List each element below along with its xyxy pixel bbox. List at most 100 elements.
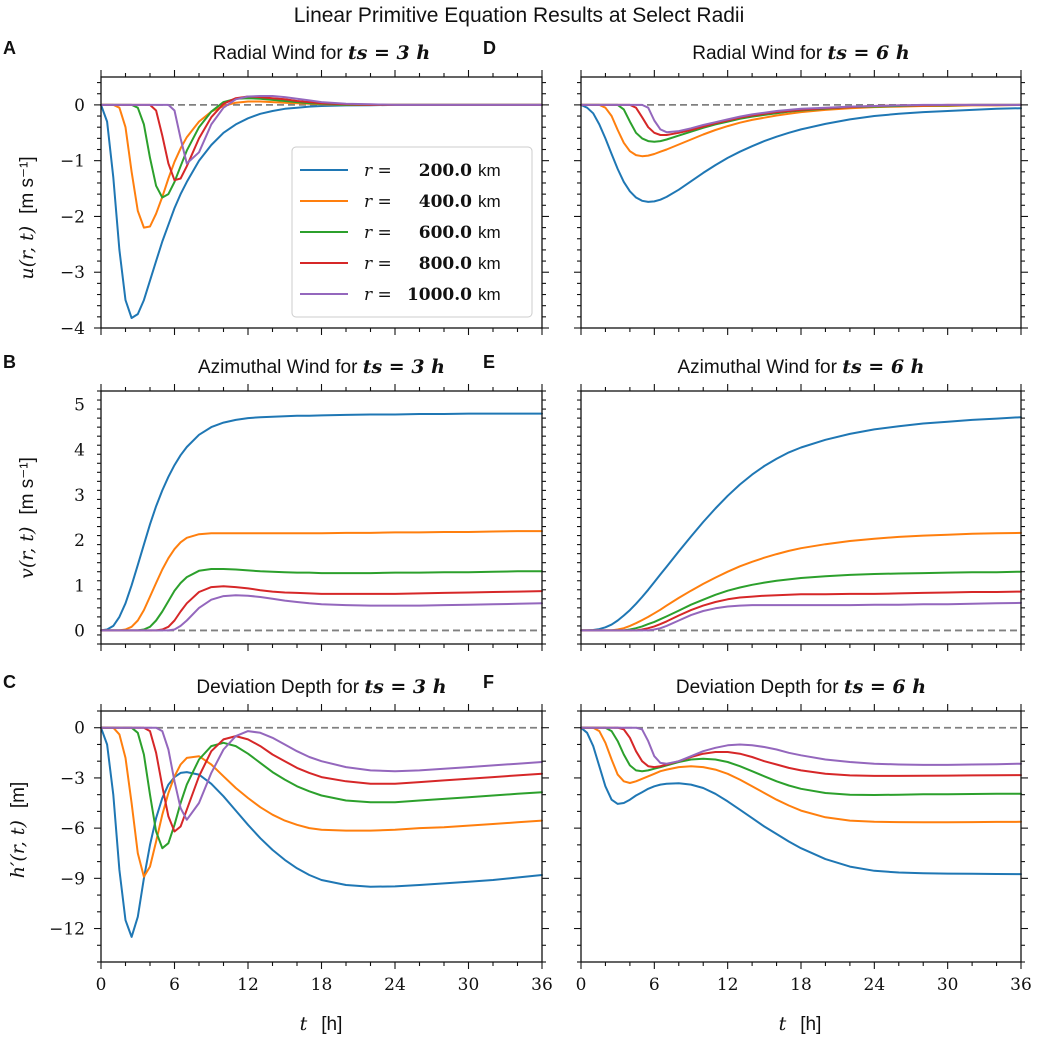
legend-label-value: 800.0: [419, 254, 472, 274]
y-tick-label: −6: [60, 819, 85, 839]
y-tick-label: 5: [74, 396, 85, 416]
x-tick-label: 0: [96, 975, 107, 995]
series-line-r200: r = 200.0 km: [100, 412, 543, 632]
panel-d: D Radial Wind for ts = 6 h r = 200.0 kmr =…: [483, 38, 1028, 335]
axes-frame: [580, 710, 1022, 963]
panel-c: C Deviation Depth for ts = 3 h r = 200.0 k…: [3, 672, 553, 995]
series-line-r400: r = 400.0 km: [580, 531, 1022, 632]
legend-label-prefix: r =: [364, 285, 392, 305]
y-tick-label: −9: [60, 869, 85, 889]
series-line-r1000: r = 1000.0 km: [100, 95, 543, 165]
y-tick-label: 3: [74, 486, 85, 506]
y-axis-label-row-1: u(r, t) [m s⁻¹]: [16, 156, 38, 279]
legend: r = 200.0 km r = 400.0 km r = 600.0 km r = 800.0 km…: [291, 146, 533, 318]
axes-frame: [100, 390, 543, 645]
legend-label-value: 200.0: [419, 161, 472, 181]
x-tick-label: 0: [576, 975, 587, 995]
x-tick-label: 12: [237, 975, 259, 995]
series-line-r1000: r = 1000.0 km: [580, 726, 1022, 766]
legend-label-unit: km: [478, 285, 501, 304]
x-tick-label: 30: [937, 975, 959, 995]
series-line-r600: r = 600.0 km: [580, 570, 1022, 632]
panel-letter: A: [3, 38, 16, 58]
panel-title: Azimuthal Wind for ts = 6 h: [677, 356, 924, 378]
series-line-r800: r = 800.0 km: [100, 585, 543, 632]
panel-letter: D: [483, 38, 496, 58]
x-tick-label: 36: [1010, 975, 1032, 995]
svg-text:h′(r, t)[m]: h′(r, t) [m]: [7, 782, 29, 878]
panel-letter: B: [3, 352, 16, 372]
y-tick-label: 0: [74, 621, 85, 641]
series-line-r1000: r = 1000.0 km: [580, 103, 1022, 134]
y-axis-label-unit: [m s⁻¹]: [17, 457, 38, 515]
series-line-r200: r = 200.0 km: [580, 726, 1022, 876]
series-line-r200: r = 200.0 km: [580, 416, 1022, 632]
series-line-r600: r = 600.0 km: [100, 568, 543, 632]
x-tick-label: 18: [790, 975, 812, 995]
series-line-r600: r = 600.0 km: [580, 726, 1022, 796]
series-line-r1000: r = 1000.0 km: [100, 726, 543, 821]
series-line-r800: r = 800.0 km: [580, 726, 1022, 777]
panel-title: Radial Wind for ts = 3 h: [213, 42, 430, 64]
panel-title: Radial Wind for ts = 6 h: [692, 42, 909, 64]
x-axis-label-right: t [h]: [779, 1013, 822, 1035]
series-line-r1000: r = 1000.0 km: [580, 601, 1022, 632]
x-tick-label: 18: [311, 975, 333, 995]
series-line-r1000: r = 1000.0 km: [100, 594, 543, 632]
x-tick-label: 24: [864, 975, 886, 995]
y-tick-label: −1: [60, 152, 85, 172]
legend-label-prefix: r =: [364, 254, 392, 274]
series-line-r400: r = 400.0 km: [100, 530, 543, 632]
y-tick-label: −12: [49, 920, 85, 940]
figure-title: Linear Primitive Equation Results at Sel…: [294, 4, 745, 27]
legend-label-value: 600.0: [419, 223, 472, 243]
panel-letter: E: [483, 352, 495, 372]
legend-label-unit: km: [478, 254, 501, 273]
legend-label-value: 400.0: [419, 192, 472, 212]
y-tick-label: 0: [74, 96, 85, 116]
svg-text:u(r, t)[m s⁻¹]: u(r, t) [m s⁻¹]: [16, 156, 38, 279]
series-line-r200: r = 200.0 km: [580, 103, 1022, 203]
series-line-r400: r = 400.0 km: [580, 726, 1022, 824]
y-tick-label: 0: [74, 719, 85, 739]
legend-label-prefix: r =: [364, 192, 392, 212]
legend-label-unit: km: [478, 223, 501, 242]
y-axis-label-row-3: h′(r, t) [m]: [7, 782, 29, 878]
panel-a: A Radial Wind for ts = 3 hr = 200.0 kmr =…: [3, 38, 549, 339]
panel-letter: C: [3, 672, 16, 692]
x-tick-label: 6: [649, 975, 660, 995]
y-axis-label-math: u(r, t): [16, 226, 38, 280]
panel-e: E Azimuthal Wind for ts = 6 h r = 200.0 km…: [483, 352, 1025, 651]
panel-title: Azimuthal Wind for ts = 3 h: [198, 356, 445, 378]
x-tick-label: 30: [458, 975, 480, 995]
y-axis-label-unit: [m]: [8, 782, 29, 808]
x-tick-label: 24: [384, 975, 406, 995]
y-axis-label-math: h′(r, t): [7, 820, 29, 878]
legend-entry: r = 1000.0 km: [300, 285, 501, 305]
legend-label-value: 1000.0: [407, 285, 472, 305]
y-tick-label: −2: [60, 207, 85, 227]
legend-label-unit: km: [478, 161, 501, 180]
x-tick-label: 6: [169, 975, 180, 995]
panel-title: Deviation Depth for ts = 3 h: [196, 676, 446, 698]
y-tick-label: −3: [60, 769, 85, 789]
legend-label-prefix: r =: [364, 223, 392, 243]
y-axis-label-math: v(r, t): [16, 527, 38, 579]
panel-letter: F: [483, 672, 494, 692]
y-axis-label-unit: [m s⁻¹]: [17, 156, 38, 214]
series-line-r400: r = 400.0 km: [100, 726, 543, 878]
legend-label-prefix: r =: [364, 161, 392, 181]
x-tick-label: 12: [717, 975, 739, 995]
series-line-r600: r = 600.0 km: [100, 726, 543, 850]
y-tick-label: 1: [74, 576, 85, 596]
y-tick-label: 2: [74, 531, 85, 551]
svg-text:v(r, t)[m s⁻¹]: v(r, t) [m s⁻¹]: [16, 457, 38, 579]
legend-entry: r = 400.0 km: [300, 192, 501, 212]
legend-entry: r = 800.0 km: [300, 254, 501, 274]
legend-entry: r = 600.0 km: [300, 223, 501, 243]
panel-b: B Azimuthal Wind for ts = 3 h r = 200.0 km…: [3, 352, 546, 651]
y-axis-label-row-2: v(r, t) [m s⁻¹]: [16, 457, 38, 579]
series-line-r200: r = 200.0 km: [100, 726, 543, 938]
y-tick-label: −4: [60, 319, 85, 339]
